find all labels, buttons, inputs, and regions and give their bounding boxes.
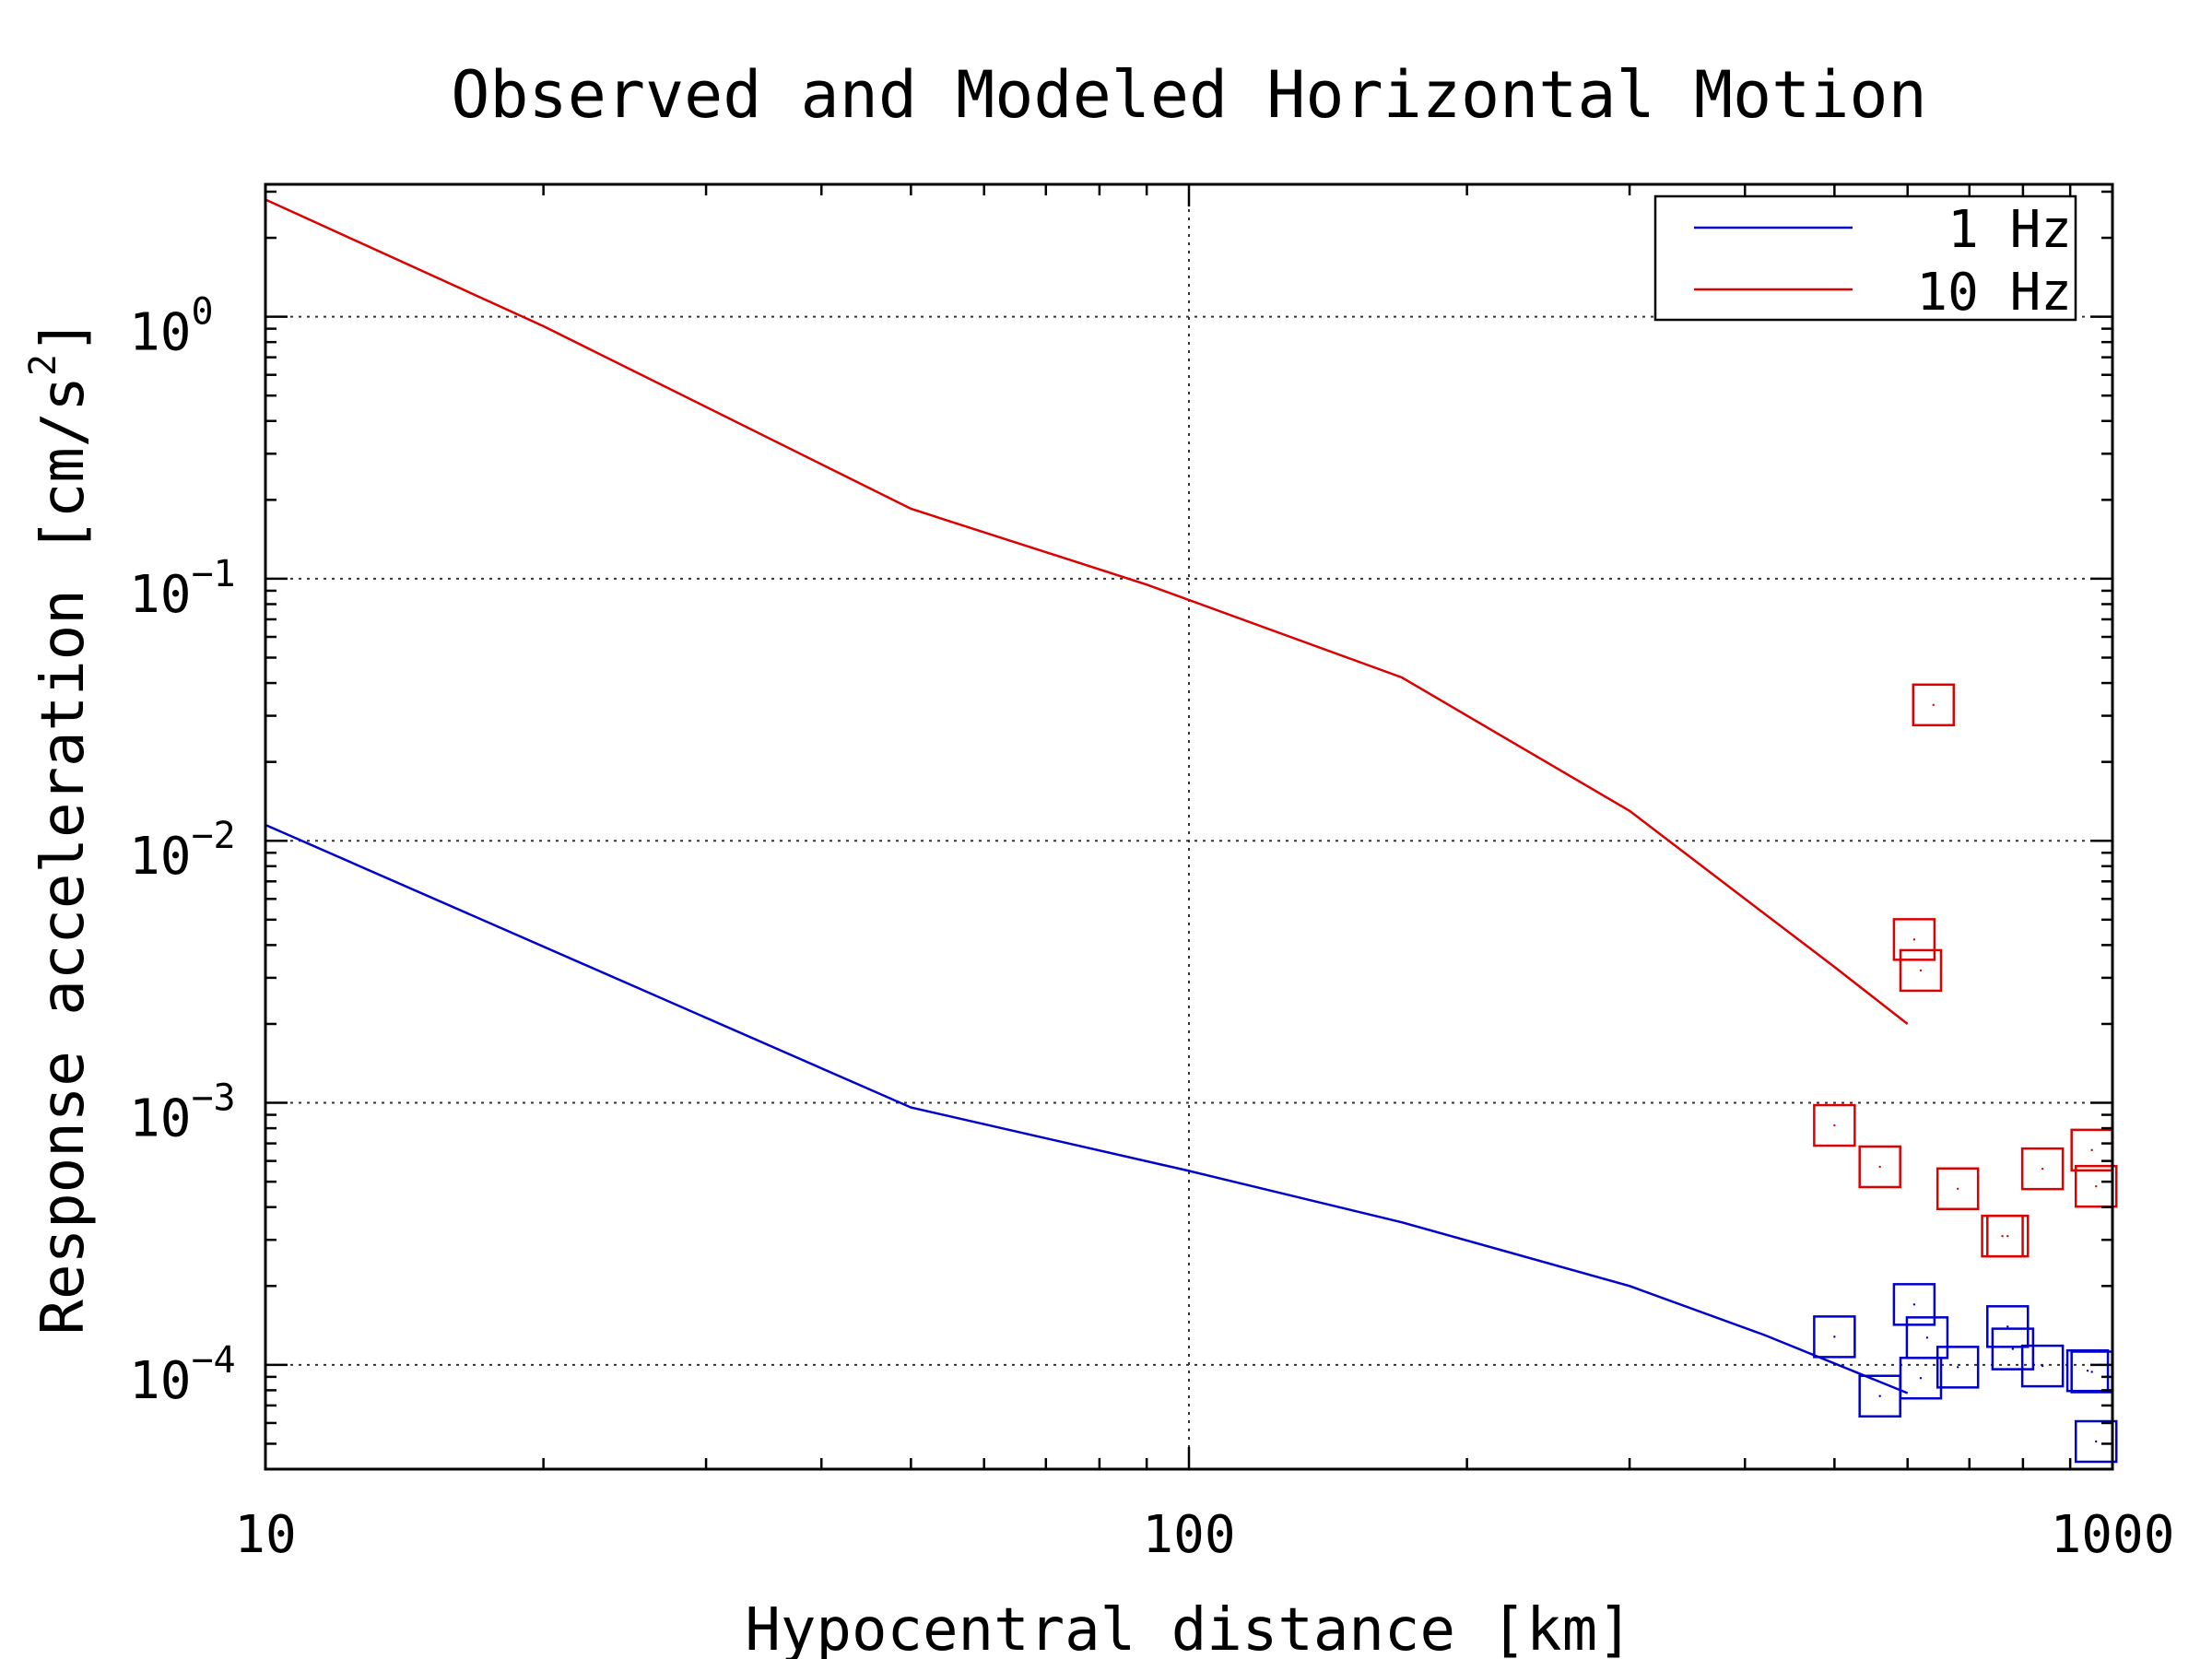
x-tick-label-10: 10 [234,1505,296,1565]
observed-marker-1hz [2065,1348,2110,1393]
observed-marker-10hz [2074,1164,2118,1208]
y-tick-base: 10 [129,303,191,363]
legend-box [1653,194,2077,322]
model-line-1hz [265,823,1909,1394]
y-tick-label-4: 10−4 [129,1339,236,1411]
observed-point-1hz [2041,1364,2044,1368]
ticks [264,184,2112,1471]
observed-point-10hz [1932,703,1935,707]
observed-marker-1hz [2074,1419,2118,1464]
plot-frame [264,182,2114,1471]
observed-point-10hz [2090,1148,2093,1152]
y-tick-label-0: 100 [129,291,214,363]
observed-marker-1hz [1892,1283,1936,1326]
y-tick-exponent: −4 [191,1339,235,1382]
observed-point-1hz [1912,1303,1916,1306]
x-axis-label: Hypocentral distance [km] [745,1596,1632,1659]
observed-point-1hz [2086,1369,2089,1372]
observed-point-1hz [1833,1335,1836,1338]
observed-point-10hz [1833,1124,1836,1127]
observed-point-10hz [1956,1187,1959,1190]
series-layer [265,198,2118,1464]
observed-marker-10hz [1986,1214,2030,1258]
observed-marker-1hz [1986,1305,2030,1348]
y-tick-exponent: −2 [191,815,235,857]
y-tick-base: 10 [129,1089,191,1149]
observed-marker-10hz [1892,918,1936,961]
y-tick-base: 10 [129,1351,191,1411]
y-axis-label: Response acceleration [cm/s2] [22,319,98,1335]
observed-point-10hz [2041,1167,2044,1171]
legend: 1 Hz 10 Hz [1653,194,2077,323]
x-tick-label-1000: 1000 [2051,1505,2175,1565]
y-tick-label-3: 10−3 [129,1077,236,1149]
observed-point-1hz [2095,1440,2098,1443]
observed-marker-10hz [1813,1103,1856,1147]
observed-marker-1hz [1813,1315,1856,1359]
observed-marker-10hz [1936,1167,1980,1211]
observed-point-10hz [2006,1234,2009,1238]
y-tick-label-1: 10−1 [129,553,236,625]
observed-point-10hz [2001,1234,2004,1238]
observed-point-1hz [2006,1325,2009,1328]
y-axis-label-base: Response acceleration [cm/s [29,376,98,1335]
observed-point-1hz [1878,1394,1881,1397]
observed-marker-1hz [1936,1346,1980,1389]
y-tick-label-2: 10−2 [129,815,236,887]
x-tick-label-100: 100 [1142,1505,1235,1565]
model-line-10hz [265,198,1909,1025]
observed-marker-1hz [1905,1316,1949,1359]
observed-point-1hz [1919,1377,1923,1380]
chart-title: Observed and Modeled Horizontal Motion [451,57,1926,133]
y-tick-exponent: −1 [191,553,235,595]
legend-label-1hz: 1 Hz [1947,200,2072,260]
observed-marker-10hz [1899,948,1943,993]
y-tick-exponent: 0 [191,291,213,334]
y-axis-label-end: ] [29,319,98,355]
y-tick-exponent: −3 [191,1077,235,1120]
grid [265,184,2112,1469]
observed-point-1hz [2090,1371,2093,1373]
observed-marker-1hz [2020,1344,2065,1388]
observed-point-10hz [1878,1165,1881,1169]
y-axis-label-sup: 2 [22,354,65,376]
observed-marker-10hz [1912,683,1956,727]
observed-marker-10hz [1858,1145,1901,1189]
observed-point-1hz [1925,1336,1929,1339]
observed-point-10hz [1912,938,1916,941]
y-tick-base: 10 [129,565,191,625]
observed-point-1hz [2011,1347,2015,1350]
observed-point-10hz [1919,969,1923,972]
observed-marker-1hz [1991,1327,2035,1371]
observed-marker-10hz [2020,1147,2065,1191]
legend-label-10hz: 10 Hz [1916,263,2072,323]
observed-point-1hz [1956,1366,1959,1369]
observed-point-10hz [2095,1184,2098,1188]
y-tick-base: 10 [129,827,191,887]
